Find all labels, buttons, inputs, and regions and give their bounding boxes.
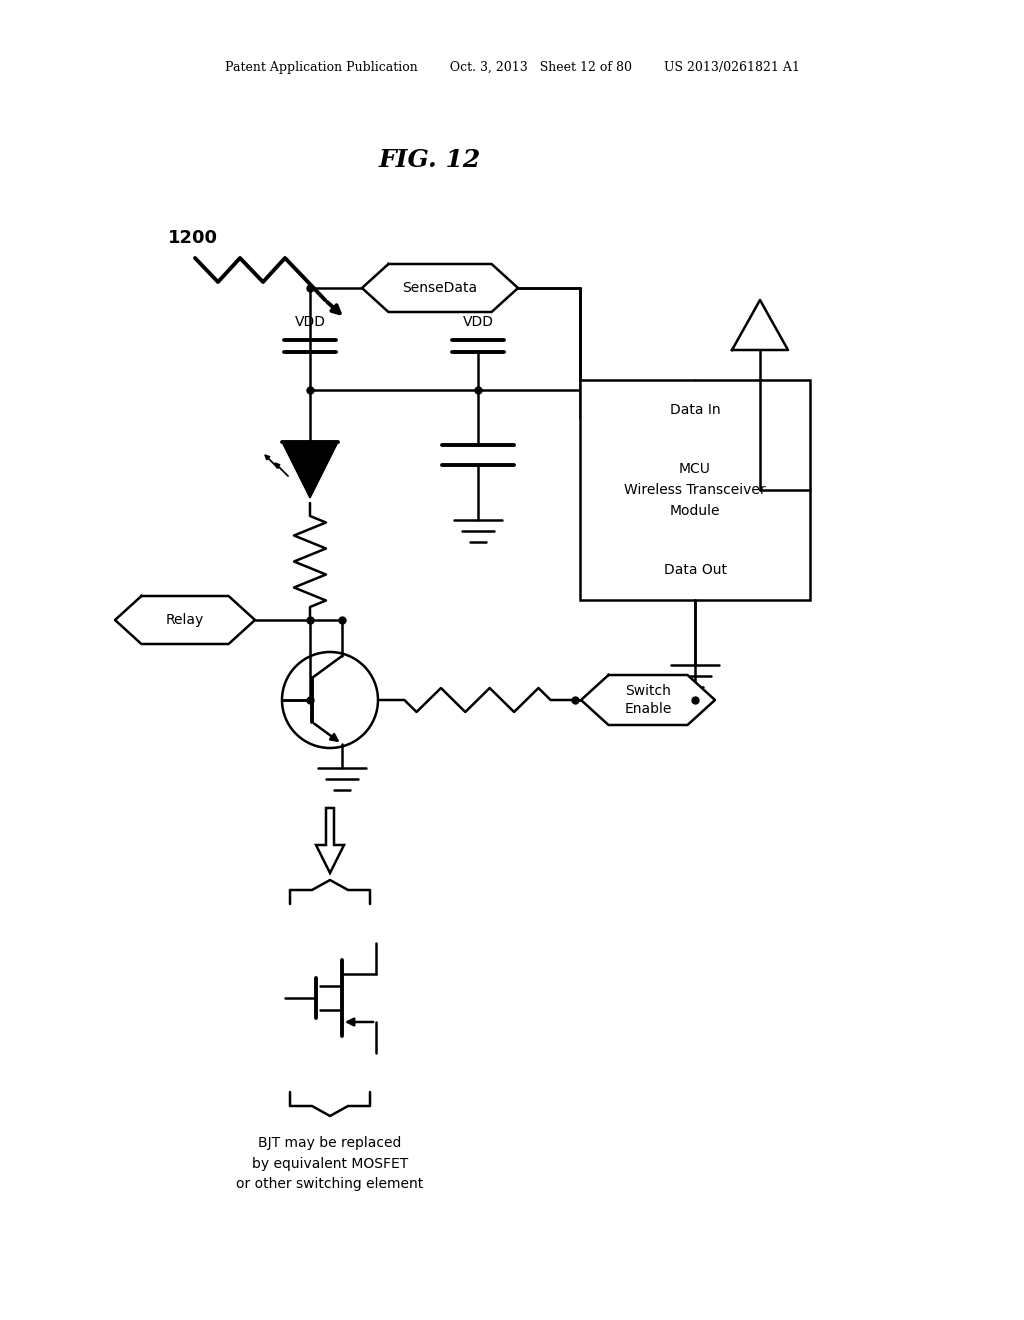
Text: Data In: Data In xyxy=(670,403,720,417)
Text: VDD: VDD xyxy=(463,315,494,329)
Text: BJT may be replaced
by equivalent MOSFET
or other switching element: BJT may be replaced by equivalent MOSFET… xyxy=(237,1137,424,1191)
Polygon shape xyxy=(581,675,715,725)
Polygon shape xyxy=(362,264,518,312)
Text: FIG. 12: FIG. 12 xyxy=(379,148,481,172)
Polygon shape xyxy=(282,442,338,498)
Bar xyxy=(580,380,810,601)
Text: Switch
Enable: Switch Enable xyxy=(625,684,672,715)
Text: Data Out: Data Out xyxy=(664,564,726,577)
Text: 1200: 1200 xyxy=(168,228,218,247)
Text: VDD: VDD xyxy=(295,315,326,329)
Text: Patent Application Publication        Oct. 3, 2013   Sheet 12 of 80        US 20: Patent Application Publication Oct. 3, 2… xyxy=(224,62,800,74)
Text: MCU
Wireless Transceiver
Module: MCU Wireless Transceiver Module xyxy=(625,462,766,517)
Polygon shape xyxy=(115,597,255,644)
Text: SenseData: SenseData xyxy=(402,281,477,294)
Text: Relay: Relay xyxy=(166,612,204,627)
Polygon shape xyxy=(732,300,788,350)
FancyArrow shape xyxy=(316,808,344,873)
